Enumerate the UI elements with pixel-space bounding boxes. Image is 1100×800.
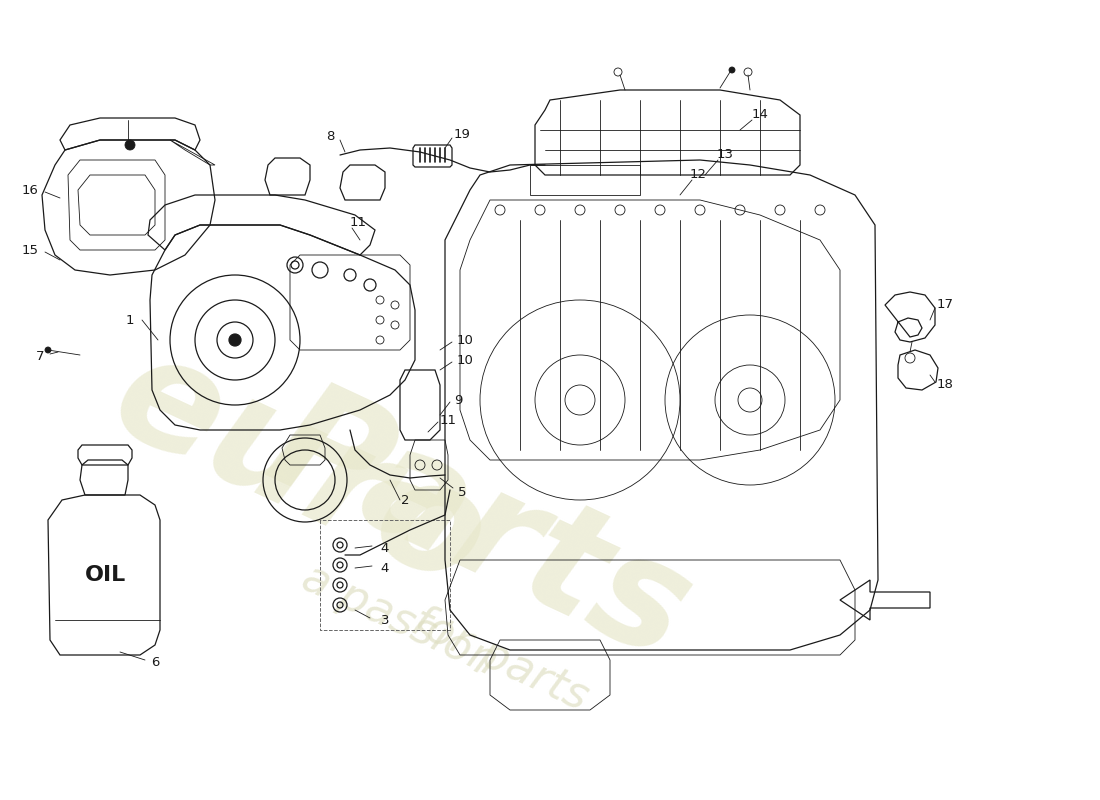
Text: for parts: for parts bbox=[405, 601, 595, 719]
Text: 15: 15 bbox=[22, 243, 38, 257]
Text: 19: 19 bbox=[453, 129, 471, 142]
Circle shape bbox=[729, 67, 735, 73]
Text: 3: 3 bbox=[381, 614, 389, 626]
Circle shape bbox=[125, 140, 135, 150]
Text: 4: 4 bbox=[381, 562, 389, 574]
Text: 2: 2 bbox=[400, 494, 409, 506]
Text: 18: 18 bbox=[936, 378, 954, 391]
Text: OIL: OIL bbox=[85, 565, 125, 585]
Text: 10: 10 bbox=[456, 334, 473, 346]
Text: 13: 13 bbox=[716, 149, 734, 162]
Text: 14: 14 bbox=[751, 109, 769, 122]
Circle shape bbox=[45, 347, 51, 353]
Text: a passion: a passion bbox=[295, 556, 505, 684]
Text: 17: 17 bbox=[936, 298, 954, 311]
Text: Parts: Parts bbox=[248, 369, 713, 691]
Text: 7: 7 bbox=[35, 350, 44, 362]
Text: 11: 11 bbox=[350, 215, 366, 229]
Text: euro: euro bbox=[90, 319, 509, 621]
Text: 4: 4 bbox=[381, 542, 389, 554]
Text: 1: 1 bbox=[125, 314, 134, 326]
Text: 5: 5 bbox=[458, 486, 466, 498]
Circle shape bbox=[229, 334, 241, 346]
Text: 9: 9 bbox=[454, 394, 462, 406]
Text: 11: 11 bbox=[440, 414, 456, 426]
Text: 8: 8 bbox=[326, 130, 334, 142]
Text: 6: 6 bbox=[151, 655, 160, 669]
Text: 16: 16 bbox=[22, 183, 38, 197]
Text: 10: 10 bbox=[456, 354, 473, 366]
Text: 12: 12 bbox=[690, 169, 706, 182]
